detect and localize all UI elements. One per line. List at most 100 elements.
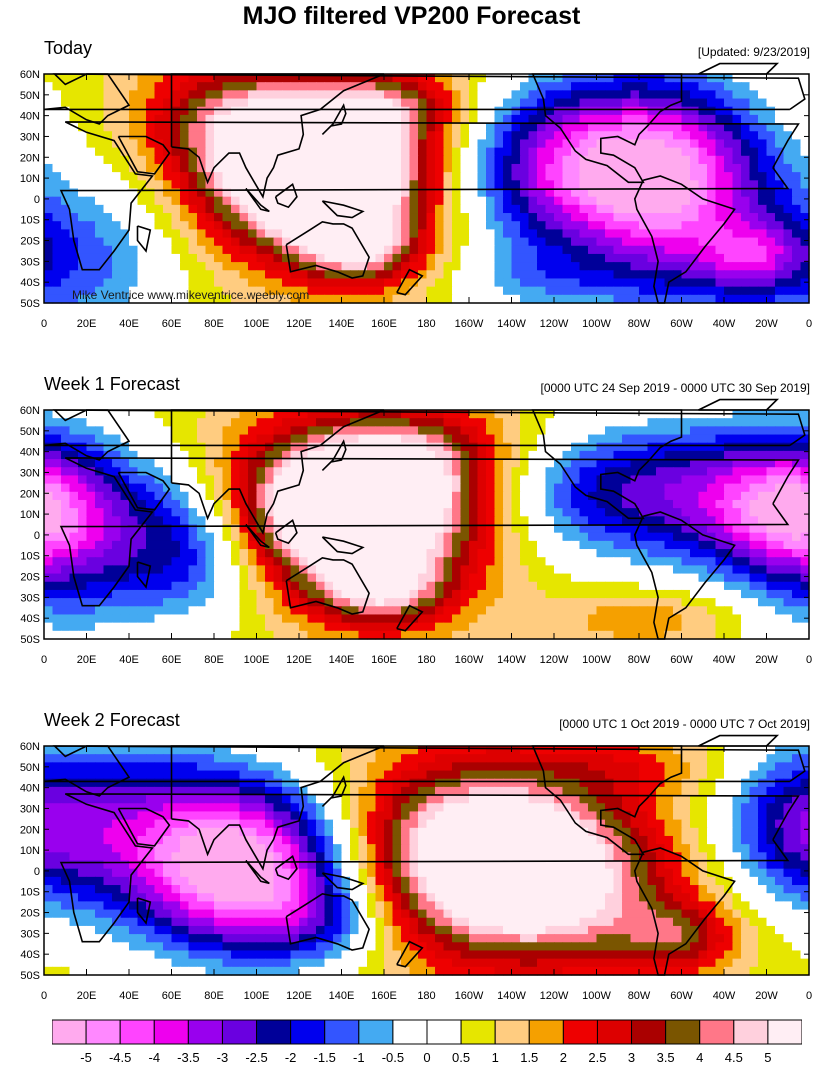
field-cell <box>44 614 54 624</box>
field-cell <box>163 581 173 591</box>
field-cell <box>112 434 122 444</box>
field-cell <box>766 98 776 108</box>
field-cell <box>307 147 317 157</box>
field-cell <box>571 418 581 427</box>
field-cell <box>324 245 334 255</box>
field-cell <box>622 139 632 149</box>
field-cell <box>613 286 623 296</box>
field-cell <box>103 467 113 477</box>
field-cell <box>205 426 215 436</box>
field-cell <box>792 450 802 460</box>
field-cell <box>86 491 96 501</box>
field-cell <box>401 532 411 542</box>
field-cell <box>741 434 751 444</box>
field-cell <box>231 491 241 501</box>
field-cell <box>792 516 802 526</box>
field-cell <box>732 516 742 526</box>
field-cell <box>299 180 309 190</box>
field-cell <box>409 204 419 214</box>
field-cell <box>197 139 207 149</box>
field-cell <box>596 598 606 607</box>
field-cell <box>460 262 470 271</box>
field-cell <box>78 491 88 501</box>
field-cell <box>486 540 496 550</box>
field-cell <box>681 221 691 230</box>
field-cell <box>273 516 283 526</box>
field-cell <box>214 573 224 583</box>
field-cell <box>409 614 419 624</box>
field-cell <box>537 286 547 296</box>
field-cell <box>732 278 742 288</box>
field-cell <box>239 98 249 108</box>
field-cell <box>188 549 198 558</box>
field-cell <box>460 245 470 255</box>
field-cell <box>579 204 589 214</box>
field-cell <box>494 450 504 460</box>
field-cell <box>511 278 521 288</box>
field-cell <box>486 442 496 452</box>
field-cell <box>647 204 657 214</box>
field-cell <box>299 524 309 534</box>
field-cell <box>486 467 496 477</box>
field-cell <box>783 147 793 157</box>
field-cell <box>171 278 181 288</box>
field-cell <box>426 467 436 477</box>
field-cell <box>316 155 326 165</box>
field-cell <box>520 418 530 427</box>
field-cell <box>715 606 725 616</box>
field-cell <box>494 253 504 263</box>
field-cell <box>469 549 479 558</box>
field-cell <box>426 74 436 83</box>
field-cell <box>265 82 275 91</box>
field-cell <box>129 557 139 566</box>
field-cell <box>452 114 462 124</box>
field-cell <box>494 434 504 444</box>
field-cell <box>256 131 266 141</box>
field-cell <box>741 229 751 239</box>
field-cell <box>112 426 122 436</box>
field-cell <box>715 123 725 132</box>
field-cell <box>95 614 105 624</box>
field-cell <box>758 262 768 271</box>
field-cell <box>613 74 623 83</box>
field-cell <box>307 606 317 616</box>
field-cell <box>392 123 402 132</box>
field-cell <box>307 499 317 509</box>
field-cell <box>469 180 479 190</box>
field-cell <box>698 139 708 149</box>
field-cell <box>112 573 122 583</box>
field-cell <box>766 491 776 501</box>
field-cell <box>749 82 759 91</box>
field-cell <box>418 237 428 247</box>
lon-label: 140E <box>329 318 355 330</box>
field-cell <box>511 147 521 157</box>
field-cell <box>571 229 581 239</box>
field-cell <box>86 253 96 263</box>
field-cell <box>477 532 487 542</box>
field-cell <box>715 286 725 296</box>
field-cell <box>664 516 674 526</box>
field-cell <box>639 82 649 91</box>
field-cell <box>154 172 164 181</box>
field-cell <box>222 516 232 526</box>
field-cell <box>61 410 71 419</box>
field-cell <box>698 270 708 280</box>
field-cell <box>758 581 768 591</box>
field-cell <box>409 286 419 296</box>
field-cell <box>758 491 768 501</box>
field-cell <box>188 532 198 542</box>
field-cell <box>477 589 487 599</box>
field-cell <box>520 532 530 542</box>
field-cell <box>520 286 530 296</box>
field-cell <box>443 475 453 485</box>
field-cell <box>469 139 479 149</box>
field-cell <box>673 524 683 534</box>
field-cell <box>579 459 589 468</box>
field-cell <box>214 278 224 288</box>
field-cell <box>324 606 334 616</box>
field-cell <box>333 123 343 132</box>
field-cell <box>698 573 708 583</box>
field-cell <box>579 286 589 296</box>
field-cell <box>528 581 538 591</box>
field-cell <box>392 516 402 526</box>
